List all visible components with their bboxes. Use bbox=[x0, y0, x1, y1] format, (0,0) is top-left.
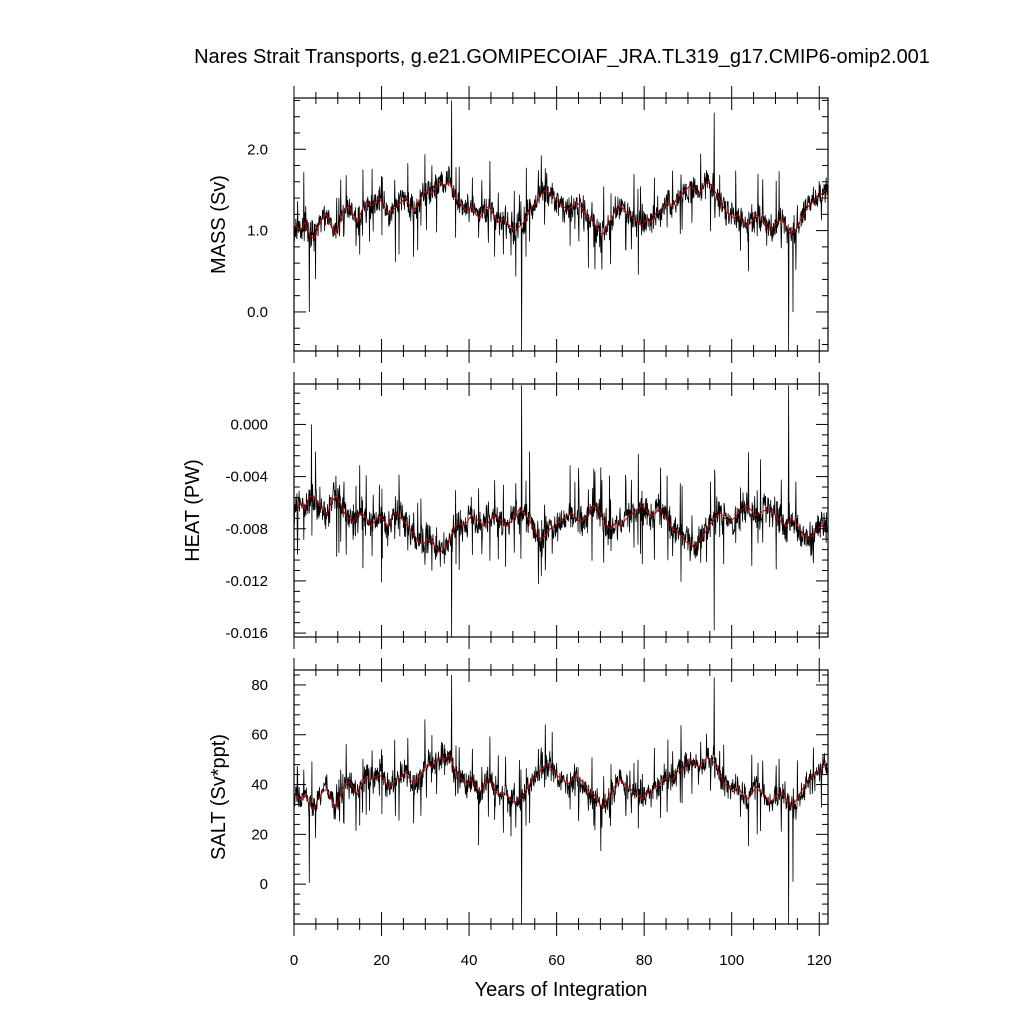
x-tick-label: 20 bbox=[373, 952, 390, 969]
x-tick-label: 100 bbox=[719, 952, 744, 969]
series-annual-mean-1 bbox=[295, 180, 827, 240]
y-tick-label: 0.0 bbox=[247, 304, 268, 321]
y-tick-label: 2.0 bbox=[247, 141, 268, 158]
y-tick-label: 0 bbox=[260, 876, 268, 893]
x-tick-label: 120 bbox=[807, 952, 832, 969]
series-annual-mean-2 bbox=[295, 495, 828, 553]
y-axis-label-2: HEAT (PW) bbox=[182, 459, 204, 562]
y-tick-label: -0.008 bbox=[225, 521, 268, 538]
x-tick-label: 80 bbox=[636, 952, 653, 969]
y-tick-label: 40 bbox=[251, 777, 268, 794]
panel-1: 0.0 1.0 2.0 MASS (Sv) bbox=[208, 86, 829, 363]
plot-frame-2 bbox=[293, 383, 829, 638]
panel-2: 0.000 -0.004 -0.008 -0.012 -0.016 HEAT (PW) bbox=[182, 372, 829, 649]
plot-frame-3 bbox=[293, 669, 829, 925]
y-tick-label: 20 bbox=[251, 826, 268, 843]
plot-area-3 bbox=[294, 674, 828, 924]
y-tick-label: 0.000 bbox=[230, 416, 268, 433]
x-tick-label: 60 bbox=[548, 952, 565, 969]
x-tick-label: 0 bbox=[290, 952, 298, 969]
x-tick-label: 40 bbox=[461, 952, 478, 969]
series-annual-mean-3 bbox=[295, 753, 827, 811]
x-tick-labels: 0 20 40 60 80 100 120 bbox=[290, 952, 832, 969]
y-axis-label-1: MASS (Sv) bbox=[208, 175, 230, 274]
y-axis-label-3: SALT (Sv*ppt) bbox=[208, 734, 230, 860]
x-axis-label: Years of Integration bbox=[475, 979, 648, 1001]
plot-frame-1 bbox=[293, 97, 829, 352]
series-monthly-3 bbox=[294, 674, 828, 924]
chart-panels: 0.0 1.0 2.0 MASS (Sv) 0.000 -0.004 -0.008 -0.01… bbox=[182, 86, 832, 969]
y-tick-label: 80 bbox=[251, 677, 268, 694]
y-tick-label: -0.004 bbox=[225, 469, 268, 486]
y-tick-label: -0.012 bbox=[225, 573, 268, 590]
chart-title: Nares Strait Transports, g.e21.GOMIPECOI… bbox=[194, 46, 930, 68]
panel-3: 80 60 40 20 0 SALT (Sv*ppt) bbox=[208, 658, 829, 936]
plot-area-1 bbox=[294, 100, 828, 351]
plot-area-2 bbox=[294, 385, 828, 637]
y-tick-label: 1.0 bbox=[247, 223, 268, 240]
series-monthly-2 bbox=[294, 385, 828, 637]
y-tick-label: -0.016 bbox=[225, 625, 268, 642]
y-tick-label: 60 bbox=[251, 727, 268, 744]
